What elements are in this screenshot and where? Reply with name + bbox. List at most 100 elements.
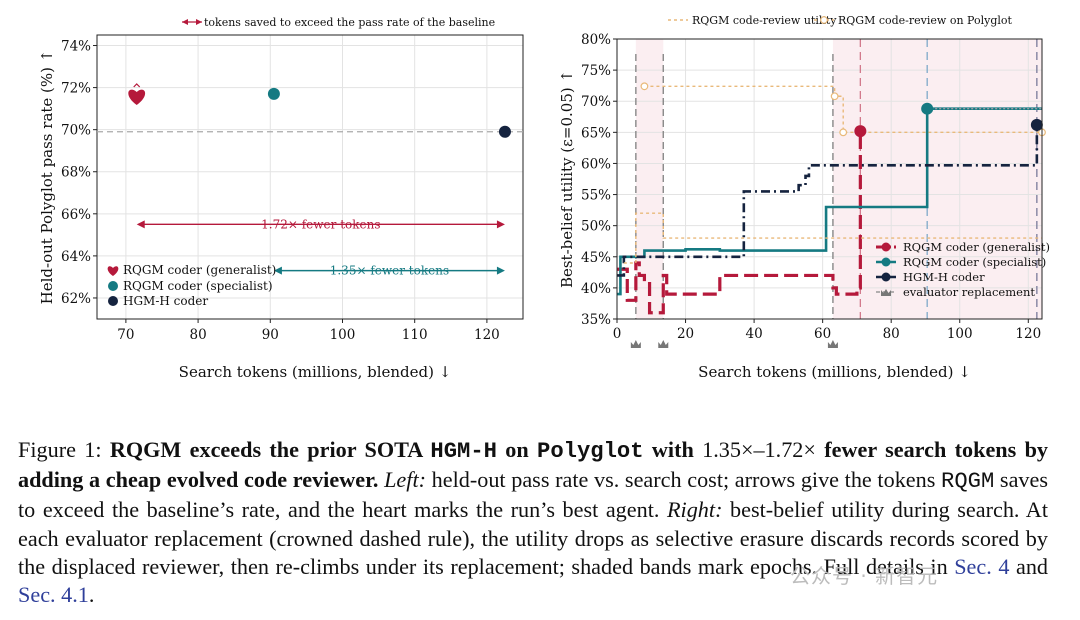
caption-right-label: Right: <box>667 497 723 523</box>
series-line <box>617 131 862 315</box>
y-tick-label: 75% <box>581 63 611 79</box>
top-legend-label: tokens saved to exceed the pass rate of … <box>204 16 495 29</box>
saving-arrow-label: 1.72× fewer tokens <box>261 217 380 231</box>
x-tick-label: 100 <box>947 326 973 342</box>
series-line <box>623 212 1042 264</box>
caption-ref-sec4[interactable]: Sec. 4 <box>954 553 1010 579</box>
legend-crown-icon <box>881 289 891 296</box>
y-tick-label: 62% <box>61 291 91 307</box>
specialist-end-marker <box>921 102 934 115</box>
saving-arrow-head-left <box>273 266 282 275</box>
y-tick-label: 70% <box>581 94 611 110</box>
x-tick-label: 40 <box>746 326 763 342</box>
figure-canvas: 70 80 90 100 110 120 62% 64% 66% 68% 70% 72% 74% 1.72… <box>38 14 1050 381</box>
plot-frame <box>616 38 1043 320</box>
top-legend-marker <box>820 16 828 24</box>
caption-text-4: and <box>1009 553 1049 579</box>
x-tick-label: 120 <box>1015 326 1041 342</box>
caption-bold-4: fewer search tokens by adding a cheap ev… <box>18 437 1049 493</box>
x-tick-label: 0 <box>613 326 622 342</box>
x-tick-label: 120 <box>474 327 500 343</box>
caption-bold-3: with <box>643 437 703 462</box>
crown-icon <box>658 340 669 348</box>
caption-text-2: saves to exceed the baseline’s rate, and… <box>18 467 1048 523</box>
x-tick-label: 90 <box>262 327 279 343</box>
legend-marker <box>881 272 891 282</box>
y-tick-label: 55% <box>581 188 611 204</box>
heart-marker <box>128 89 146 106</box>
y-tick-label: 60% <box>581 156 611 172</box>
x-tick-label: 100 <box>330 327 356 343</box>
hgm-end-marker <box>1030 118 1043 131</box>
legend-marker <box>108 281 118 291</box>
saving-arrow-head-right <box>496 266 505 275</box>
y-tick-label: 68% <box>61 165 91 181</box>
legend-heart-icon <box>107 266 119 276</box>
series-point <box>830 92 839 101</box>
caption-mono-polyglot: Polyglot <box>537 439 644 464</box>
x-tick-label: 70 <box>117 327 134 343</box>
series-line <box>644 85 1042 134</box>
x-tick-label: 80 <box>189 327 206 343</box>
y-tick-label: 64% <box>61 249 91 265</box>
caption-left-label: Left: <box>378 467 426 493</box>
y-tick-label: 45% <box>581 250 611 266</box>
legend-label: RQGM coder (specialist) <box>903 255 1046 269</box>
caption-bold-1: RQGM exceeds the prior SOTA <box>109 437 431 462</box>
caption-mono-hgm: HGM-H <box>430 439 497 464</box>
series-line <box>617 124 1039 277</box>
x-tick-label: 60 <box>814 326 831 342</box>
legend-label: HGM-H coder <box>903 270 985 284</box>
right-line-chart: 0 20 40 60 80 100 120 35% 40% 45% 50% 55% 60% 65% 70% 7… <box>558 14 1050 381</box>
point-marker <box>267 87 280 100</box>
series-line <box>617 107 1042 296</box>
x-tick-label: 20 <box>677 326 694 342</box>
caption-mono-rqgm: RQGM <box>941 469 995 495</box>
y-tick-label: 35% <box>581 312 611 328</box>
legend-label: RQGM coder (generalist) <box>903 240 1050 254</box>
legend-marker <box>108 296 118 306</box>
point-marker <box>498 125 511 138</box>
generalist-end-marker <box>854 125 867 138</box>
top-legend-label: RQGM code-review on Polyglot <box>838 14 1013 27</box>
x-axis-label: Search tokens (millions, blended) ↓ <box>698 363 971 381</box>
caption-ratio: 1.35×–1.72× <box>702 437 816 462</box>
crown-icon <box>133 83 141 88</box>
legend-label: evaluator replacement <box>903 285 1035 299</box>
plot-frame <box>96 34 524 320</box>
caption-ref-sec41[interactable]: Sec. 4.1 <box>18 582 89 608</box>
caption-figure-label: Figure 1: <box>18 437 110 462</box>
legend-label: HGM-H coder <box>123 294 208 308</box>
epoch-band <box>832 39 1042 319</box>
y-tick-label: 80% <box>581 32 611 48</box>
y-tick-label: 50% <box>581 219 611 235</box>
top-legend-arrow-head-left <box>182 19 188 25</box>
y-axis-label: Best-belief utility (ε=0.05) ↑ <box>558 70 576 288</box>
saving-arrow-head-left <box>136 220 145 229</box>
crown-icon <box>630 340 641 348</box>
caption-text-1: held-out pass rate vs. search cost; arro… <box>426 467 942 493</box>
top-legend-arrow-head-right <box>196 19 202 25</box>
y-tick-label: 40% <box>581 281 611 297</box>
y-tick-label: 65% <box>581 125 611 141</box>
legend-marker <box>881 257 891 267</box>
caption-bold-2: on <box>496 437 538 462</box>
saving-arrow-label: 1.35× fewer tokens <box>330 264 449 278</box>
legend-label: RQGM coder (generalist) <box>123 263 276 277</box>
top-legend-label: RQGM code-review utility <box>692 14 837 27</box>
series-point <box>839 128 848 137</box>
y-tick-label: 74% <box>61 39 91 55</box>
legend-marker <box>881 242 891 252</box>
left-scatter-chart: 70 80 90 100 110 120 62% 64% 66% 68% 70% 72% 74% 1.72… <box>38 16 524 381</box>
series-point <box>640 82 649 91</box>
x-tick-label: 110 <box>402 327 428 343</box>
y-axis-label: Held-out Polyglot pass rate (%) ↑ <box>38 50 56 305</box>
legend-label: RQGM coder (specialist) <box>123 279 273 293</box>
y-tick-label: 70% <box>61 123 91 139</box>
y-tick-label: 66% <box>61 207 91 223</box>
caption-text-5: . <box>88 582 95 608</box>
y-tick-label: 72% <box>61 81 91 97</box>
figure-caption: Figure 1: RQGM exceeds the prior SOTA HG… <box>18 436 1048 609</box>
x-tick-label: 80 <box>883 326 900 342</box>
x-axis-label: Search tokens (millions, blended) ↓ <box>179 363 452 381</box>
